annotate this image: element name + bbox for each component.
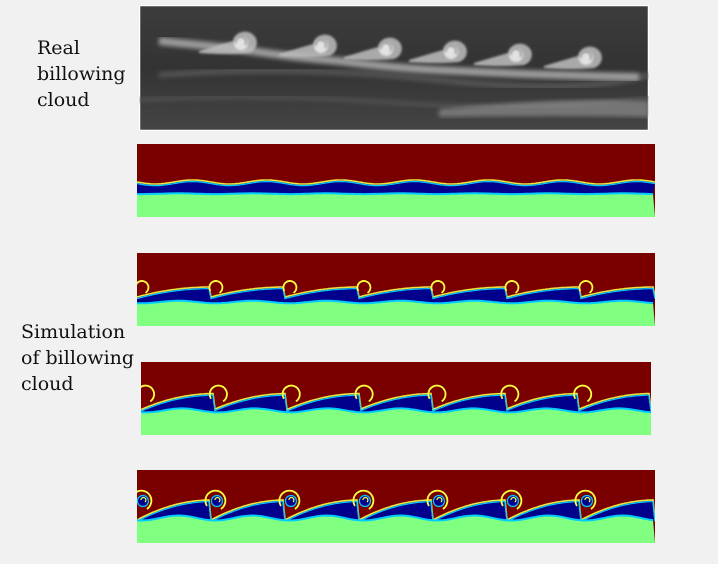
simulation-panel-1	[137, 144, 655, 217]
simulation-panel-2	[137, 253, 655, 326]
simulation-panel-3	[141, 362, 651, 435]
real-cloud-photo	[139, 5, 649, 131]
simulation-panel-4	[137, 470, 655, 543]
real-cloud-label: Real billowing cloud	[37, 37, 126, 111]
simulation-label: Simulation of billowing cloud	[21, 321, 135, 395]
